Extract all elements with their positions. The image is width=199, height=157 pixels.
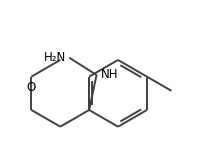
Text: H₂N: H₂N: [44, 51, 66, 64]
Text: NH: NH: [101, 68, 118, 81]
Text: O: O: [27, 81, 36, 94]
